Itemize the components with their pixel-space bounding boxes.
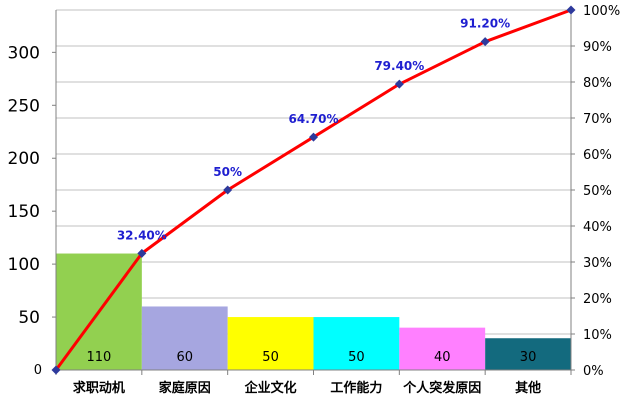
right-tick-label: 50% bbox=[583, 184, 612, 199]
right-tick-label: 30% bbox=[583, 256, 612, 271]
bar-value-label: 50 bbox=[262, 350, 279, 365]
x-tick-label: 工作能力 bbox=[330, 380, 382, 396]
cumulative-point bbox=[51, 365, 61, 375]
cumulative-line-layer bbox=[51, 5, 576, 375]
cumulative-point bbox=[566, 5, 576, 15]
right-tick-label: 100% bbox=[583, 4, 620, 19]
bars bbox=[56, 253, 571, 370]
bar bbox=[485, 338, 571, 370]
bar-value-label: 30 bbox=[520, 350, 537, 365]
bar bbox=[313, 317, 400, 370]
left-tick-label: 300 bbox=[8, 43, 40, 63]
bar-value-labels: 110 60 50 50 40 30 bbox=[87, 350, 537, 365]
cumulative-point bbox=[480, 37, 490, 47]
right-tick-label: 40% bbox=[583, 220, 612, 235]
cumulative-percent-label: 79.40% bbox=[374, 59, 424, 73]
x-tick-label: 家庭原因 bbox=[159, 380, 211, 396]
bar-value-label: 50 bbox=[348, 350, 365, 365]
cumulative-percent-labels: 32.40% 50% 64.70% 79.40% 91.20% bbox=[117, 17, 510, 243]
bar bbox=[399, 327, 486, 370]
right-y-axis-ticks: 0% 10% 20% 30% 40% 50% 60% 70% 80% 90% 100% bbox=[571, 4, 620, 379]
right-tick-label: 10% bbox=[583, 328, 612, 343]
x-tick-label: 其他 bbox=[515, 380, 541, 396]
x-tick-label: 企业文化 bbox=[244, 380, 297, 396]
left-y-axis-ticks: 0 50 100 150 200 250 300 bbox=[8, 43, 56, 378]
x-tick-label: 个人突发原因 bbox=[402, 380, 481, 396]
cumulative-point bbox=[223, 185, 233, 195]
right-tick-label: 80% bbox=[583, 76, 612, 91]
left-tick-label: 0 bbox=[34, 363, 42, 378]
bar bbox=[227, 317, 314, 370]
bar-value-label: 40 bbox=[434, 350, 451, 365]
cumulative-point bbox=[137, 248, 147, 258]
cumulative-percent-label: 50% bbox=[213, 165, 242, 179]
left-tick-label: 150 bbox=[8, 202, 40, 222]
left-tick-label: 200 bbox=[8, 149, 40, 169]
right-tick-label: 70% bbox=[583, 112, 612, 127]
bar bbox=[141, 306, 228, 370]
bar-value-label: 60 bbox=[176, 350, 193, 365]
left-tick-label: 250 bbox=[8, 96, 40, 116]
left-tick-label: 100 bbox=[8, 255, 40, 275]
cumulative-point bbox=[394, 79, 404, 89]
cumulative-percent-label: 64.70% bbox=[289, 112, 339, 126]
bar-value-label: 110 bbox=[87, 350, 112, 365]
x-tick-label: 求职动机 bbox=[73, 380, 125, 396]
cumulative-percent-label: 32.40% bbox=[117, 228, 167, 242]
left-tick-label: 50 bbox=[18, 308, 40, 328]
x-axis-ticks: 求职动机 家庭原因 企业文化 工作能力 个人突发原因 其他 bbox=[73, 380, 541, 396]
cumulative-percent-label: 91.20% bbox=[460, 17, 510, 31]
right-tick-label: 90% bbox=[583, 40, 612, 55]
cumulative-point bbox=[309, 132, 318, 142]
right-tick-label: 20% bbox=[583, 292, 612, 307]
right-tick-label: 60% bbox=[583, 148, 612, 163]
right-tick-label: 0% bbox=[583, 364, 604, 379]
